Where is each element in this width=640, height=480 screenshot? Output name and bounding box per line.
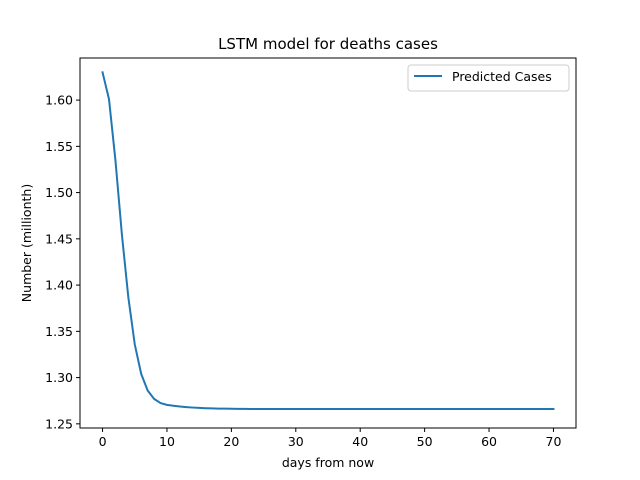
x-tick-label: 40 (352, 434, 368, 449)
y-tick-label: 1.40 (45, 278, 73, 293)
x-tick-label: 0 (99, 434, 107, 449)
series-layer (101, 71, 555, 411)
axis-ticks: 0 10 20 30 40 50 60 70 1.25 1.30 1.35 1.40 1.45 1.50 1… (45, 93, 561, 449)
x-axis-label: days from now (282, 455, 374, 470)
series-line-predicted-cases (101, 71, 555, 411)
y-tick-label: 1.35 (45, 324, 73, 339)
chart-title: LSTM model for deaths cases (218, 35, 438, 53)
x-tick-label: 10 (159, 434, 175, 449)
x-tick-label: 20 (223, 434, 239, 449)
y-tick-label: 1.45 (45, 231, 73, 246)
x-tick-label: 60 (481, 434, 497, 449)
x-tick-label: 30 (288, 434, 304, 449)
y-tick-label: 1.60 (45, 93, 73, 108)
y-tick-label: 1.50 (45, 185, 73, 200)
y-tick-label: 1.30 (45, 370, 73, 385)
plot-frame (79, 57, 577, 429)
x-tick-label: 70 (546, 434, 562, 449)
y-axis-label: Number (millionth) (19, 184, 34, 302)
legend: Predicted Cases (407, 64, 570, 92)
y-tick-label: 1.55 (45, 139, 73, 154)
y-tick-label: 1.25 (45, 416, 73, 431)
x-tick-label: 50 (417, 434, 433, 449)
legend-box (407, 64, 570, 92)
legend-label-predicted-cases: Predicted Cases (452, 69, 552, 84)
